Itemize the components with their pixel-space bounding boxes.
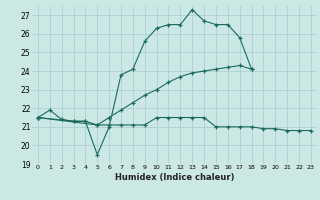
X-axis label: Humidex (Indice chaleur): Humidex (Indice chaleur) xyxy=(115,173,234,182)
